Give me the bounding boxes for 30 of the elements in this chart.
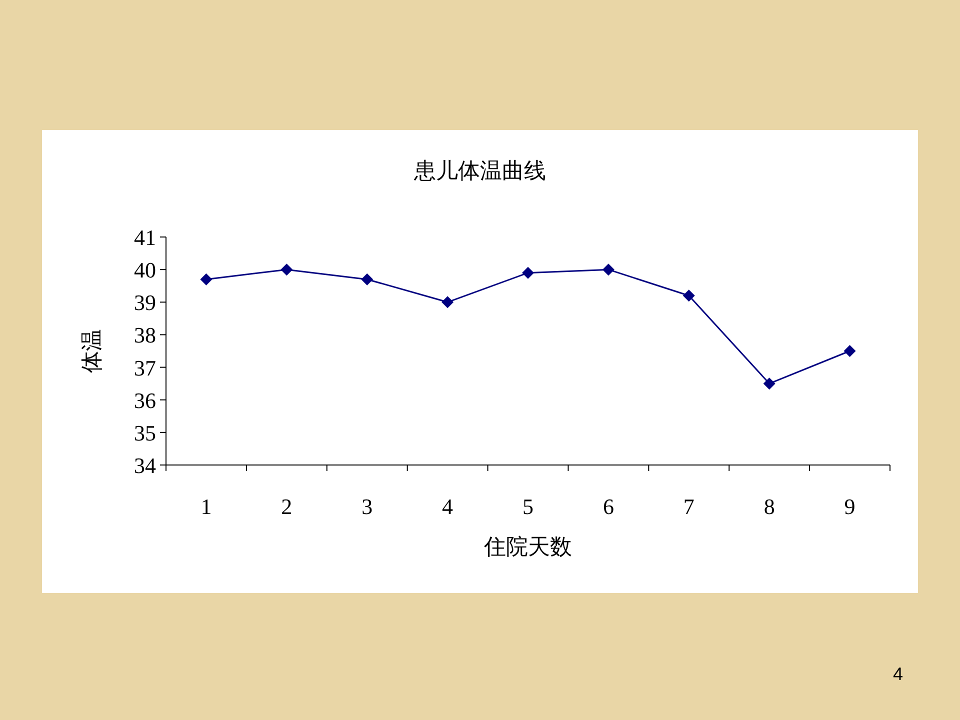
point xyxy=(522,266,534,279)
y-tick-label: 40 xyxy=(134,258,156,283)
text: 4 xyxy=(892,664,903,684)
y-tick-label: 39 xyxy=(134,290,156,316)
x-tick-label: 3 xyxy=(362,494,373,519)
x-tick-label: 6 xyxy=(602,494,614,519)
x-tick-label: 2 xyxy=(281,494,292,519)
x-tick-label: 1 xyxy=(200,494,212,519)
point xyxy=(763,378,776,390)
x-tick-label: 8 xyxy=(764,494,775,519)
y-tick-label: 41 xyxy=(134,225,156,250)
chart-title: 患儿体温曲线 xyxy=(413,158,546,183)
point xyxy=(361,273,374,286)
x-tick-label: 5 xyxy=(522,494,534,519)
x-tick-label: 4 xyxy=(442,494,454,519)
x-axis-title: 住院天数 xyxy=(483,534,572,559)
x-tick-label: 7 xyxy=(683,494,694,519)
point xyxy=(442,296,454,308)
y-tick-label: 35 xyxy=(134,420,156,446)
point xyxy=(682,290,695,302)
point xyxy=(280,264,293,276)
y-tick-label: 37 xyxy=(134,355,156,380)
point xyxy=(844,345,856,357)
x-tick-label: 9 xyxy=(844,494,856,519)
point xyxy=(200,273,212,286)
point xyxy=(602,264,614,276)
y-tick-label: 36 xyxy=(134,388,156,413)
y-tick-label: 34 xyxy=(134,453,156,478)
y-tick-label: 38 xyxy=(134,322,156,348)
y-axis-title: 体温 xyxy=(79,329,104,373)
